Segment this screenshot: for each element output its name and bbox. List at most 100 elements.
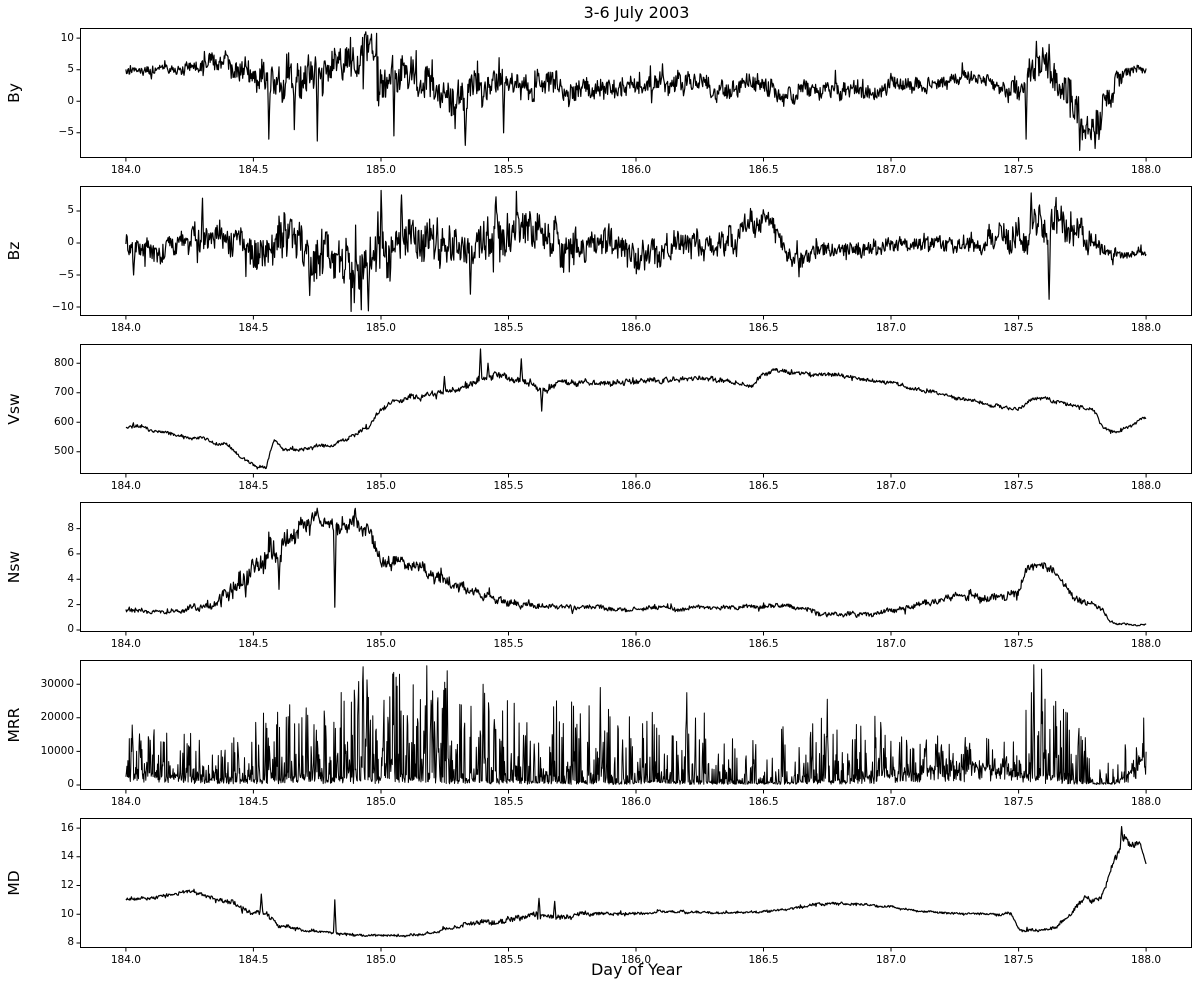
x-tick-label: 186.0: [620, 164, 652, 176]
y-tick-label: 4: [67, 572, 74, 585]
tick-marks: [76, 528, 1147, 636]
x-tick-label: 184.0: [110, 164, 141, 176]
x-tick-label: 186.5: [748, 954, 779, 966]
x-tick-label: 185.0: [365, 480, 396, 492]
x-tick-label: 186.0: [620, 796, 652, 808]
y-tick-label: 800: [53, 356, 74, 369]
series-line-mrr: [125, 664, 1147, 785]
chart-title: 3-6 July 2003: [583, 3, 690, 22]
x-axis-label: Day of Year: [590, 960, 683, 979]
x-tick-label: 185.0: [365, 954, 396, 966]
x-tick-label: 185.0: [365, 322, 396, 334]
x-tick-label: 186.5: [748, 638, 779, 650]
x-tick-label: 184.5: [238, 954, 269, 966]
x-tick-label: 188.0: [1131, 164, 1162, 176]
series-line-nsw: [125, 507, 1147, 627]
x-tick-label: 187.0: [876, 796, 907, 808]
x-tick-label: 185.5: [493, 954, 524, 966]
y-tick-label: 12: [60, 879, 74, 891]
x-tick-label: 187.5: [1003, 322, 1034, 334]
tick-marks: [76, 37, 1147, 162]
y-tick-label: −10: [51, 300, 74, 313]
panel-by: [76, 28, 1192, 162]
tick-marks: [76, 827, 1147, 952]
x-tick-label: 187.5: [1003, 480, 1034, 492]
y-tick-label: 5: [67, 204, 74, 217]
series-line-by: [125, 31, 1147, 151]
x-tick-label: 185.0: [365, 796, 396, 808]
x-tick-label: 188.0: [1131, 638, 1162, 650]
x-tick-label: 186.0: [620, 954, 652, 966]
x-tick-label: 188.0: [1131, 796, 1162, 808]
panel-md: [76, 818, 1192, 952]
y-tick-label: 0: [67, 236, 74, 249]
axes-spines: [80, 28, 1192, 158]
x-tick-label: 184.5: [238, 164, 269, 176]
x-tick-label: 184.0: [110, 638, 141, 650]
panel-mrr: [76, 660, 1192, 794]
x-tick-label: 184.0: [110, 322, 141, 334]
x-tick-label: 184.5: [238, 796, 269, 808]
axes-spines: [80, 344, 1192, 474]
y-tick-label: 600: [53, 415, 74, 428]
x-tick-label: 186.5: [748, 796, 779, 808]
y-tick-label: 10000: [40, 744, 74, 757]
x-tick-label: 187.5: [1003, 164, 1034, 176]
x-tick-label: 187.5: [1003, 796, 1034, 808]
y-tick-label: 10: [60, 907, 74, 920]
tick-marks: [76, 683, 1147, 794]
panel-bz: [76, 186, 1192, 320]
x-tick-label: 187.0: [876, 954, 907, 966]
x-tick-label: 187.0: [876, 164, 907, 176]
axes-spines: [80, 818, 1192, 948]
x-tick-label: 185.5: [493, 164, 524, 176]
y-tick-label: 5: [67, 63, 74, 76]
tick-marks: [76, 362, 1147, 478]
panel-vsw: [76, 344, 1192, 478]
x-tick-label: 186.0: [620, 480, 652, 492]
y-tick-label: 16: [60, 821, 74, 834]
x-tick-label: 184.5: [238, 322, 269, 334]
y-tick-label: 20000: [40, 711, 74, 724]
x-tick-label: 185.5: [493, 322, 524, 334]
axes-spines: [80, 186, 1192, 316]
y-tick-label: 8: [67, 522, 74, 535]
x-tick-label: 187.0: [876, 322, 907, 334]
y-tick-label: 2: [67, 598, 74, 611]
series-line-bz: [125, 189, 1147, 312]
y-tick-label: 30000: [40, 677, 74, 690]
x-tick-label: 187.0: [876, 480, 907, 492]
y-tick-label: −5: [58, 268, 74, 281]
x-tick-label: 185.0: [365, 638, 396, 650]
x-tick-label: 188.0: [1131, 954, 1162, 966]
panel-nsw: [76, 502, 1192, 636]
x-tick-label: 184.5: [238, 480, 269, 492]
x-tick-label: 185.5: [493, 480, 524, 492]
x-tick-label: 187.5: [1003, 638, 1034, 650]
y-tick-label: −5: [58, 126, 74, 139]
x-tick-label: 186.0: [620, 322, 652, 334]
y-tick-label: 14: [60, 850, 74, 863]
y-tick-label: 10: [60, 31, 74, 44]
tick-marks: [76, 210, 1147, 320]
y-tick-label: 0: [67, 94, 74, 107]
x-tick-label: 185.5: [493, 638, 524, 650]
x-tick-label: 188.0: [1131, 480, 1162, 492]
x-tick-label: 186.5: [748, 164, 779, 176]
series-line-vsw: [125, 348, 1147, 470]
x-tick-label: 187.5: [1003, 954, 1034, 966]
x-tick-label: 186.5: [748, 480, 779, 492]
y-tick-label: 0: [67, 623, 74, 636]
x-tick-label: 187.0: [876, 638, 907, 650]
x-tick-label: 185.5: [493, 796, 524, 808]
y-tick-label: 500: [53, 445, 74, 458]
x-tick-label: 188.0: [1131, 322, 1162, 334]
x-tick-label: 184.5: [238, 638, 269, 650]
x-tick-label: 186.5: [748, 322, 779, 334]
y-tick-label: 0: [67, 778, 74, 791]
x-tick-label: 184.0: [110, 796, 141, 808]
axes-spines: [80, 660, 1192, 790]
x-tick-label: 184.0: [110, 954, 141, 966]
series-line-md: [125, 826, 1147, 938]
